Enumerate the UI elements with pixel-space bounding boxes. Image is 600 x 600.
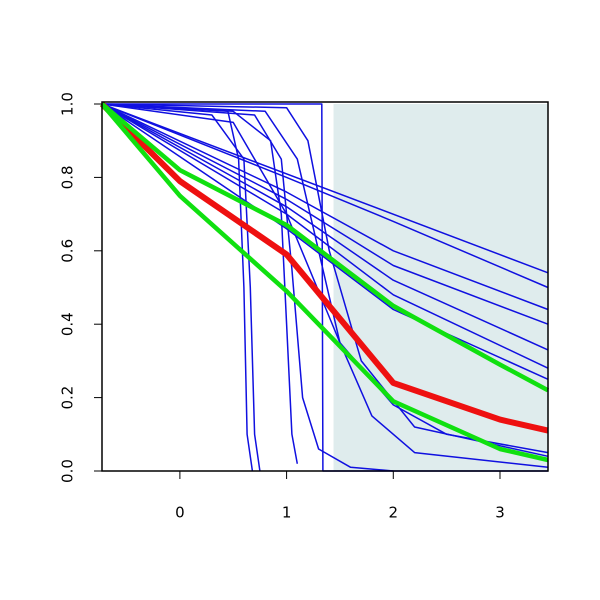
y-tick-label: 1.0 — [59, 92, 77, 116]
y-tick-label: 0.0 — [59, 459, 77, 483]
x-tick-label: 3 — [495, 504, 505, 522]
plot-frame — [101, 101, 549, 472]
series-line — [101, 103, 549, 274]
y-tick-label: 0.2 — [59, 386, 77, 410]
series-line — [101, 103, 549, 458]
series-line — [101, 103, 299, 464]
series-line — [101, 103, 549, 469]
series-line — [101, 103, 549, 351]
y-tick-label: 0.6 — [59, 239, 77, 263]
series-line — [101, 103, 549, 369]
x-tick-label: 2 — [389, 504, 399, 522]
series-line — [101, 103, 254, 472]
series-line — [101, 103, 549, 311]
series-line — [101, 103, 549, 325]
series-line — [101, 103, 394, 472]
y-tick-label: 0.8 — [59, 165, 77, 189]
series-line — [100, 102, 549, 463]
series-line — [101, 103, 261, 472]
series-line — [101, 103, 549, 289]
series-line — [100, 102, 550, 393]
x-tick-label: 0 — [175, 504, 185, 522]
x-tick-label: 1 — [282, 504, 292, 522]
y-tick-label: 0.4 — [59, 312, 77, 336]
series-line — [101, 103, 549, 380]
series-line — [99, 101, 549, 434]
